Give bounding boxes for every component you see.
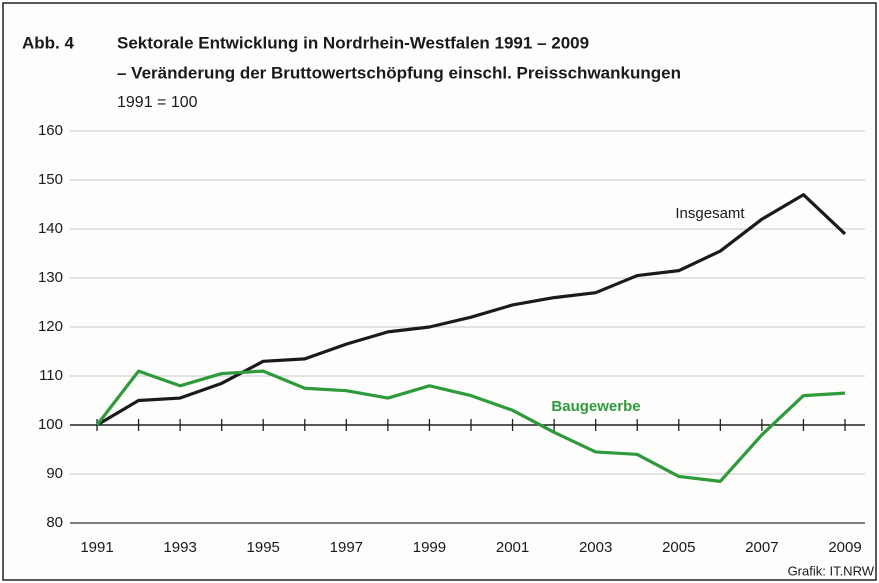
figure-label: Abb. 4 <box>22 33 74 52</box>
y-tick-label: 120 <box>38 318 63 335</box>
series-line <box>95 369 846 483</box>
source: Grafik: IT.NRW <box>788 563 875 578</box>
x-tick-label: 1991 <box>80 539 113 556</box>
chart-subtitle: – Veränderung der Bruttowertschöpfung ei… <box>117 63 681 82</box>
x-tick-label: 2007 <box>745 539 778 556</box>
chart-title: Sektorale Entwicklung in Nordrhein-Westf… <box>117 33 589 52</box>
x-tick-label: 2005 <box>662 539 695 556</box>
x-tick-label: 2009 <box>828 539 861 556</box>
x-tick-label: 1999 <box>413 539 446 556</box>
x-tick-label: 1995 <box>247 539 280 556</box>
x-tick-label: 2001 <box>496 539 529 556</box>
y-tick-label: 80 <box>46 514 63 531</box>
x-tick-label: 1997 <box>330 539 363 556</box>
y-tick-label: 140 <box>38 220 63 237</box>
series-label: Baugewerbe <box>551 398 640 415</box>
y-tick-label: 90 <box>46 465 63 482</box>
series-label: Insgesamt <box>675 205 745 222</box>
series-line <box>96 193 847 427</box>
y-tick-label: 100 <box>38 416 63 433</box>
y-tick-label: 160 <box>38 122 63 139</box>
y-tick-label: 110 <box>39 367 63 384</box>
y-tick-label: 150 <box>38 171 63 188</box>
y-tick-label: 130 <box>38 269 63 286</box>
x-tick-label: 2003 <box>579 539 612 556</box>
note: 1991 = 100 <box>117 94 198 111</box>
x-tick-label: 1993 <box>163 539 196 556</box>
